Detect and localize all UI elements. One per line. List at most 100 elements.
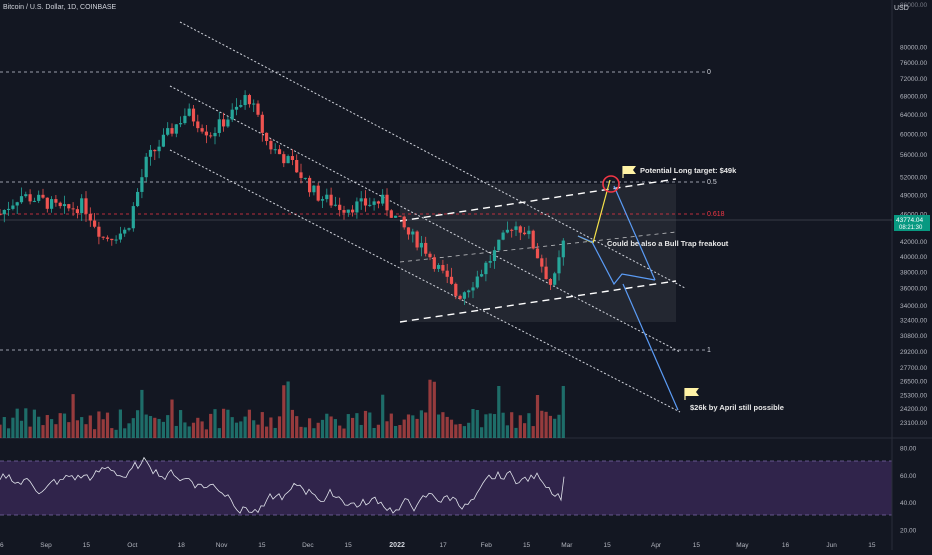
volume-bar	[561, 385, 565, 438]
candle-body	[230, 109, 234, 120]
candle-body	[488, 261, 492, 263]
candle-body	[148, 149, 153, 157]
volume-bar	[372, 427, 376, 438]
price-tick-label: 25300.00	[900, 392, 927, 399]
candle-body	[484, 262, 488, 275]
time-tick-label: Sep	[40, 542, 52, 549]
candle-body	[80, 198, 84, 214]
time-axis[interactable]: 16 Sep 15 Oct 18 Nov 15 Dec 15 2022 17 Feb 15 Mar 15 Ap…	[0, 542, 876, 549]
candle-body	[480, 274, 484, 277]
volume-bar	[80, 417, 84, 438]
volume-bar	[557, 414, 561, 438]
volume-bar	[67, 422, 71, 438]
volume-bar	[170, 399, 174, 438]
volume-bar	[260, 412, 264, 438]
candle-body	[105, 237, 110, 239]
volume-bar	[273, 427, 277, 438]
volume-bar	[523, 423, 527, 438]
candle-body	[157, 146, 161, 152]
candle-body	[123, 229, 127, 234]
candle-body	[441, 265, 445, 271]
volume-bar	[41, 425, 45, 438]
volume-bar	[527, 413, 531, 438]
volume-bar	[7, 428, 11, 438]
volume-bar	[505, 425, 509, 438]
volume-bar	[24, 408, 28, 438]
candle-body	[505, 229, 509, 233]
candle-body	[110, 238, 114, 241]
candle-body	[243, 95, 247, 106]
candle-body	[15, 202, 19, 206]
volume-bar	[269, 417, 273, 438]
flag-icon	[684, 388, 699, 400]
candle-body	[54, 199, 58, 203]
volume-bar	[118, 409, 122, 438]
candle-body	[213, 132, 217, 137]
rsi-line	[0, 456, 565, 514]
candle-body	[475, 276, 479, 288]
candle-body	[161, 134, 165, 147]
candle-body	[523, 232, 527, 235]
candle-body	[166, 128, 170, 135]
april-projection-line	[622, 283, 679, 411]
rsi-axis[interactable]: 80.00 60.00 40.00 20.00	[900, 446, 917, 535]
candle-body	[333, 204, 337, 206]
candle-body	[419, 242, 423, 248]
rsi-tick-label: 60.00	[900, 473, 917, 480]
time-tick-label: 16	[0, 542, 4, 549]
candle-body	[269, 140, 273, 150]
price-tick-label: 52000.00	[900, 175, 927, 182]
time-tick-label: Mar	[561, 542, 573, 549]
volume-bar	[419, 410, 423, 438]
candle-body	[97, 226, 101, 237]
candle-body	[553, 273, 557, 285]
candle-body	[204, 131, 208, 136]
price-label-value: 43774.04	[896, 217, 923, 224]
volume-bar	[514, 427, 518, 438]
candle-body	[363, 198, 368, 206]
candle-body	[540, 258, 544, 267]
candle-body	[458, 295, 462, 299]
volume-bar	[286, 381, 290, 438]
candle-body	[37, 194, 41, 201]
volume-bar	[540, 410, 544, 438]
volume-bar	[265, 426, 269, 438]
volume-bar	[363, 410, 368, 438]
volume-bar	[303, 427, 307, 438]
volume-bar	[325, 413, 329, 438]
volume-bar	[252, 420, 256, 438]
volume-bar	[148, 416, 153, 438]
volume-bar	[299, 426, 303, 438]
bull-trap-annotation: Could be also a Bull Trap freakout	[607, 239, 729, 248]
volume-bar	[136, 410, 140, 438]
long-target-annotation: Potential Long target: $49k	[640, 166, 737, 175]
volume-bar	[376, 424, 380, 438]
volume-bar	[329, 416, 333, 438]
volume-bar	[19, 420, 24, 438]
candle-body	[174, 124, 178, 134]
volume-bar	[256, 424, 260, 438]
volume-bar	[179, 410, 183, 438]
volume-bar	[342, 428, 346, 438]
channel-upper-line	[179, 21, 686, 289]
candle-body	[187, 108, 191, 116]
volume-bar	[295, 416, 299, 438]
rsi-series	[0, 456, 565, 514]
candle-body	[385, 194, 389, 211]
candle-body	[501, 232, 505, 240]
candle-body	[471, 287, 475, 291]
volume-bar	[531, 426, 535, 438]
volume-bar	[110, 428, 114, 438]
candle-body	[557, 257, 561, 274]
candle-body	[544, 266, 548, 279]
volume-bar	[28, 426, 32, 438]
candle-body	[28, 194, 32, 202]
volume-bar	[432, 381, 436, 438]
price-tick-label: 42000.00	[900, 239, 927, 246]
candle-body	[449, 276, 454, 284]
candle-body	[424, 242, 428, 254]
volume-bar	[54, 424, 58, 438]
volume-bar	[492, 414, 497, 438]
